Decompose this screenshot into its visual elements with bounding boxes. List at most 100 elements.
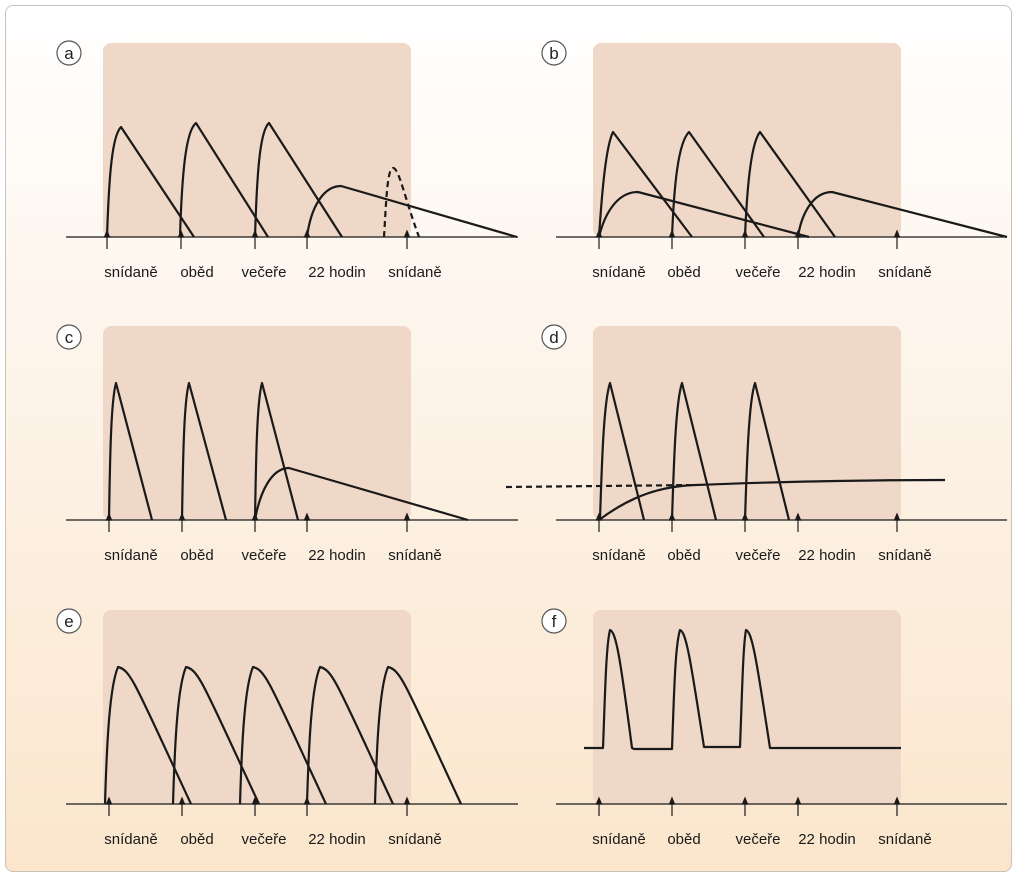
- event-marker: [893, 796, 901, 816]
- event-marker: [595, 512, 603, 532]
- label-lunch: oběd: [180, 831, 213, 848]
- insulin-curve: [103, 665, 192, 805]
- label-dinner: večeře: [735, 264, 780, 281]
- shaded-region: [103, 610, 411, 804]
- event-marker: [303, 229, 311, 249]
- insulin-curve: [178, 121, 269, 238]
- label-lunch: oběd: [180, 547, 213, 564]
- label-breakfast-next: snídaně: [388, 831, 441, 848]
- event-marker: [741, 512, 749, 532]
- label-breakfast-next: snídaně: [388, 547, 441, 564]
- insulin-curve-dashed: [382, 166, 421, 238]
- panel-f: f snídaně oběd večeře 22 hodin snídaně: [541, 608, 1007, 848]
- event-marker: [668, 229, 676, 249]
- panel-e: e snídaně oběd večeře 22 hodin snídaně: [56, 608, 518, 848]
- insulin-curve: [305, 184, 518, 239]
- panel-b: b snídaně oběd večeře 22 hodin snídaně: [541, 40, 1008, 281]
- label-dinner: večeře: [241, 547, 286, 564]
- label-22h: 22 hodin: [308, 264, 366, 281]
- label-22h: 22 hodin: [308, 547, 366, 564]
- insulin-curve: [743, 130, 836, 238]
- label-lunch: oběd: [667, 547, 700, 564]
- panel-badge: a: [56, 40, 82, 66]
- event-marker: [251, 512, 259, 532]
- insulin-curve: [796, 190, 1008, 239]
- event-marker: [794, 229, 802, 249]
- event-marker: [595, 796, 603, 816]
- panel-c: c snídaně oběd večeře 22 hodin snídaně: [56, 324, 518, 564]
- event-marker: [178, 796, 186, 816]
- label-breakfast: snídaně: [592, 547, 645, 564]
- panel-letter: b: [549, 44, 558, 63]
- panel-badge: e: [56, 608, 82, 634]
- insulin-curve: [373, 665, 462, 805]
- event-marker: [103, 229, 111, 249]
- shaded-region: [593, 43, 901, 237]
- insulin-curve: [305, 665, 394, 805]
- label-22h: 22 hodin: [798, 547, 856, 564]
- insulin-curve: [253, 466, 469, 522]
- label-breakfast: snídaně: [104, 547, 157, 564]
- insulin-curve: [598, 478, 946, 521]
- label-22h: 22 hodin: [308, 831, 366, 848]
- label-breakfast: snídaně: [592, 831, 645, 848]
- event-marker: [403, 229, 411, 249]
- label-breakfast-next: snídaně: [388, 264, 441, 281]
- event-marker: [251, 229, 259, 249]
- event-marker: [303, 796, 311, 816]
- panel-letter: e: [64, 612, 73, 631]
- event-marker: [668, 796, 676, 816]
- label-lunch: oběd: [180, 264, 213, 281]
- insulin-curve: [171, 665, 260, 805]
- event-marker: [105, 512, 113, 532]
- event-marker: [741, 796, 749, 816]
- label-dinner: večeře: [241, 831, 286, 848]
- event-marker: [403, 796, 411, 816]
- panel-a: a snídaně oběd večeře 22 hodin snídaně: [56, 40, 518, 281]
- insulin-curve: [253, 121, 343, 238]
- label-dinner: večeře: [735, 831, 780, 848]
- insulin-curve: [597, 190, 810, 239]
- insulin-curve: [670, 130, 765, 238]
- insulin-curve: [253, 381, 300, 521]
- event-marker: [794, 796, 802, 816]
- insulin-curve: [180, 381, 228, 521]
- insulin-curve: [743, 381, 791, 521]
- panel-letter: c: [65, 328, 74, 347]
- insulin-curve: [597, 130, 693, 238]
- label-22h: 22 hodin: [798, 831, 856, 848]
- label-breakfast: snídaně: [104, 264, 157, 281]
- panel-letter: d: [549, 328, 558, 347]
- panel-badge: f: [541, 608, 567, 634]
- insulin-profile-line: [584, 628, 901, 751]
- figure-frame: a snídaně oběd večeře 22 hodin snídaně b: [5, 5, 1012, 872]
- insulin-profiles-diagram: a snídaně oběd večeře 22 hodin snídaně b: [56, 40, 1008, 848]
- insulin-curve: [105, 125, 195, 238]
- insulin-curve: [238, 665, 327, 805]
- label-breakfast-next: snídaně: [878, 547, 931, 564]
- label-breakfast-next: snídaně: [878, 264, 931, 281]
- panel-letter: f: [552, 612, 557, 631]
- event-marker: [251, 796, 259, 816]
- event-marker: [403, 512, 411, 532]
- shaded-region: [103, 43, 411, 237]
- event-marker: [893, 512, 901, 532]
- event-marker: [668, 512, 676, 532]
- event-marker: [177, 229, 185, 249]
- event-marker: [893, 229, 901, 249]
- insulin-curve: [107, 381, 154, 521]
- label-dinner: večeře: [735, 547, 780, 564]
- panel-badge: d: [541, 324, 567, 350]
- label-breakfast-next: snídaně: [878, 831, 931, 848]
- event-marker: [105, 796, 113, 816]
- label-lunch: oběd: [667, 831, 700, 848]
- panel-badge: b: [541, 40, 567, 66]
- label-22h: 22 hodin: [798, 264, 856, 281]
- panel-d: d snídaně oběd večeře 22 hodin snídaně: [505, 324, 1007, 564]
- event-marker: [595, 229, 603, 249]
- panel-letter: a: [64, 44, 74, 63]
- insulin-curve: [598, 381, 646, 521]
- shaded-region: [593, 326, 901, 520]
- label-breakfast: snídaně: [592, 264, 645, 281]
- insulin-curve: [670, 381, 718, 521]
